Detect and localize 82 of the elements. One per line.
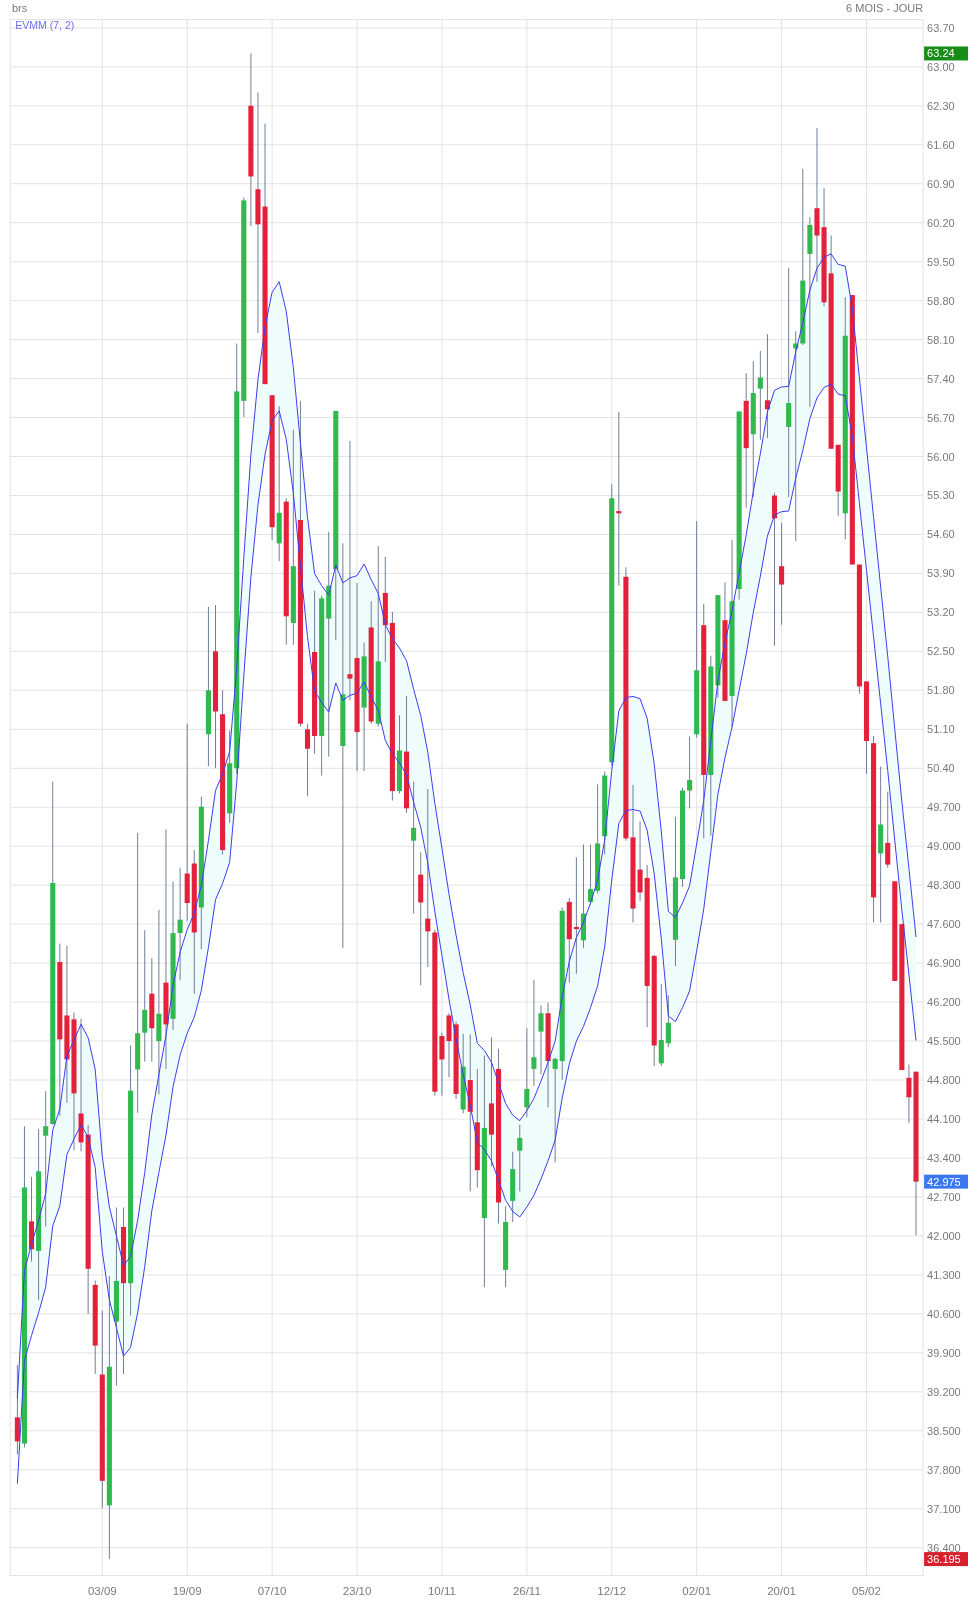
y-tick-label: 42.700 (927, 1190, 961, 1203)
y-tick-label: 46.200 (927, 996, 961, 1009)
y-tick-label: 43.400 (927, 1151, 961, 1164)
candlestick (906, 1063, 912, 1124)
y-tick-label: 55.30 (927, 489, 955, 502)
x-tick-label: 26/11 (512, 1584, 541, 1597)
candlestick (43, 1090, 49, 1227)
y-tick-label: 48.300 (927, 879, 961, 892)
text: 36.195 (927, 1553, 961, 1566)
x-tick-label: 19/09 (172, 1584, 202, 1597)
y-tick-label: 50.40 (927, 762, 955, 775)
candlestick (885, 791, 891, 869)
y-tick-label: 45.500 (927, 1035, 961, 1048)
x-tick-label: 07/10 (257, 1584, 287, 1597)
y-tick-label: 54.60 (927, 528, 955, 541)
candlestick (757, 350, 763, 441)
y-tick-label: 63.70 (927, 21, 955, 34)
y-tick-label: 63.00 (927, 60, 955, 73)
candlestick (637, 820, 643, 902)
x-tick-label: 02/01 (682, 1584, 712, 1597)
y-tick-label: 36.400 (927, 1541, 961, 1554)
y-tick-label: 39.200 (927, 1385, 961, 1398)
y-tick-label: 40.600 (927, 1307, 961, 1320)
y-tick-label: 46.900 (927, 957, 961, 970)
y-tick-label: 52.50 (927, 645, 955, 658)
y-tick-label: 51.10 (927, 723, 955, 736)
text: EVMM (7, 2) (15, 18, 75, 31)
candlestick (779, 522, 785, 626)
candlestick (304, 723, 311, 797)
y-tick-label: 47.600 (927, 918, 961, 931)
candlestick (616, 411, 622, 587)
text: 42.975 (927, 1175, 961, 1188)
y-tick-label: 37.100 (927, 1502, 961, 1515)
candlestick (538, 1004, 544, 1075)
y-tick-label: 42.000 (927, 1229, 961, 1242)
y-tick-label: 49.000 (927, 840, 961, 853)
candlestick (14, 1364, 20, 1455)
x-tick-label: 12/12 (597, 1584, 627, 1597)
candlestick (786, 267, 792, 498)
y-tick-label: 56.00 (927, 450, 955, 463)
candlestick (524, 1027, 530, 1118)
candlestick (347, 440, 353, 701)
y-tick-label: 37.800 (927, 1463, 961, 1476)
y-tick-label: 41.300 (927, 1268, 961, 1281)
y-tick-label: 62.30 (927, 99, 955, 112)
y-tick-label: 39.900 (927, 1346, 961, 1359)
candlestick (177, 867, 183, 981)
y-tick-label: 59.50 (927, 255, 955, 268)
candlestick (573, 856, 579, 975)
y-tick-label: 60.20 (927, 216, 955, 229)
candlestick (531, 979, 537, 1087)
y-tick-label: 60.90 (927, 177, 955, 190)
candlestick (142, 929, 148, 1063)
x-tick-label: 20/01 (767, 1584, 796, 1597)
y-tick-label: 58.80 (927, 294, 955, 307)
candlestick (439, 1032, 445, 1097)
candlestick (665, 994, 671, 1048)
y-tick-label: 38.500 (927, 1424, 961, 1437)
text: 63.24 (927, 47, 955, 60)
x-tick-label: 05/02 (852, 1584, 881, 1597)
y-tick-label: 44.100 (927, 1113, 961, 1125)
chart-title: brs (12, 2, 28, 14)
y-tick-label: 53.90 (927, 567, 955, 580)
candlestick (517, 1124, 523, 1192)
y-tick-label: 51.80 (927, 684, 955, 697)
x-tick-label: 10/11 (427, 1584, 456, 1597)
candlestick (425, 788, 431, 968)
candlestick (552, 1057, 558, 1163)
y-tick-label: 57.40 (927, 372, 955, 385)
y-tick-label: 53.20 (927, 606, 955, 619)
x-tick-label: 03/09 (87, 1584, 117, 1597)
candlestick (687, 736, 693, 809)
y-tick-label: 61.60 (927, 138, 955, 151)
y-tick-label: 49.700 (927, 801, 961, 814)
candlestick (771, 492, 778, 647)
x-tick-label: 23/10 (342, 1584, 372, 1597)
y-tick-label: 56.70 (927, 411, 955, 424)
chart-subtitle: 6 MOIS - JOUR (846, 2, 924, 14)
y-tick-label: 44.800 (927, 1074, 961, 1087)
candlestick (658, 983, 664, 1067)
candlestick (411, 781, 417, 915)
y-tick-label: 58.10 (927, 333, 955, 346)
